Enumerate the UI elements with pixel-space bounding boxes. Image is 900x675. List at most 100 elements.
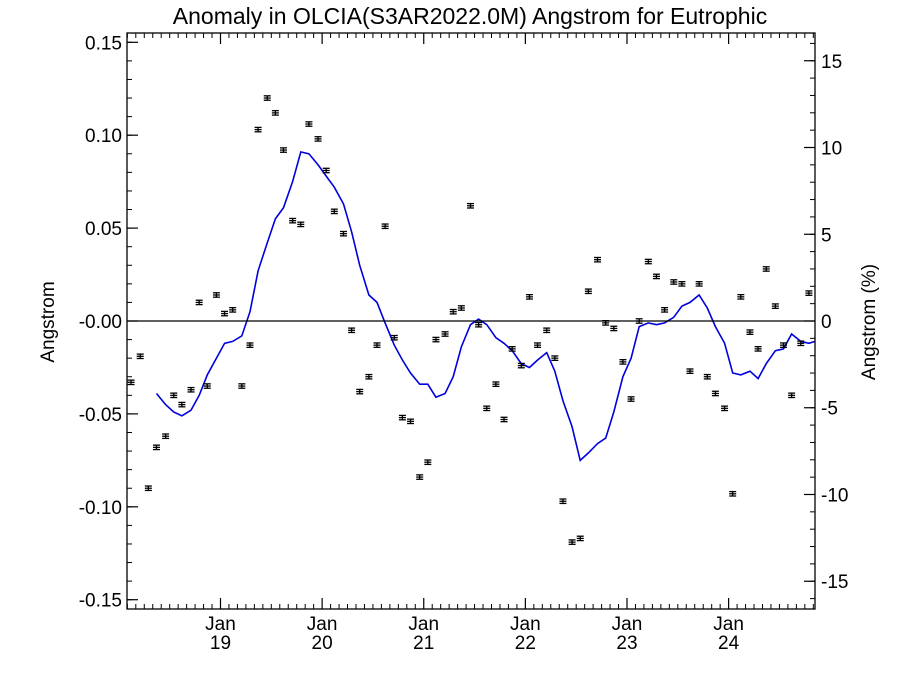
data-point xyxy=(254,126,262,133)
data-point xyxy=(534,342,542,349)
x-tick-year: 22 xyxy=(515,633,536,654)
data-point xyxy=(475,321,483,328)
data-point xyxy=(576,535,584,542)
data-point xyxy=(695,280,703,287)
data-point xyxy=(330,208,338,215)
data-point xyxy=(441,331,449,337)
data-point xyxy=(797,340,805,347)
y-axis-label-right: Angstrom (%) xyxy=(859,264,880,380)
data-point xyxy=(500,416,508,423)
data-point xyxy=(390,334,398,341)
data-point xyxy=(203,383,211,389)
data-point xyxy=(559,498,567,505)
data-point xyxy=(271,110,279,116)
x-tick-month: Jan xyxy=(510,614,541,635)
y-tick-label: -0.05 xyxy=(79,405,122,426)
data-point xyxy=(525,293,533,300)
data-point xyxy=(187,386,195,393)
data-point xyxy=(508,346,516,352)
data-point xyxy=(788,392,796,399)
data-point xyxy=(543,327,551,334)
data-point xyxy=(678,280,686,287)
data-point xyxy=(457,305,465,311)
data-point xyxy=(297,221,305,228)
data-point xyxy=(737,293,745,300)
data-point xyxy=(229,307,237,313)
data-point xyxy=(127,379,135,386)
y-tick-label: -0.00 xyxy=(79,312,122,333)
y-right-tick-label: 0 xyxy=(821,312,832,333)
data-point xyxy=(289,217,297,224)
x-tick-month: Jan xyxy=(612,614,643,635)
data-point xyxy=(652,273,660,280)
smoothed-line xyxy=(155,150,816,462)
data-point xyxy=(703,373,711,380)
data-point xyxy=(424,459,432,466)
data-point xyxy=(195,299,203,306)
x-tick-year: 21 xyxy=(413,633,434,654)
y-right-tick-label: -5 xyxy=(821,399,838,420)
y-right-tick-label: 5 xyxy=(821,225,832,246)
data-point xyxy=(221,310,229,317)
y-tick-label: -0.10 xyxy=(79,498,122,519)
data-point xyxy=(746,329,754,335)
data-point xyxy=(348,327,356,334)
data-point xyxy=(754,346,762,352)
data-point xyxy=(407,418,415,425)
data-point xyxy=(432,336,440,343)
data-point xyxy=(416,474,424,480)
data-point xyxy=(670,279,678,285)
data-point xyxy=(314,136,322,142)
y-right-tick-label: 10 xyxy=(821,139,842,160)
data-point xyxy=(771,303,779,309)
data-point xyxy=(178,401,186,408)
data-point xyxy=(721,405,729,412)
data-point xyxy=(729,490,737,497)
data-point xyxy=(398,414,406,421)
data-point xyxy=(779,342,787,349)
data-point xyxy=(492,381,500,388)
y-right-tick-label: -15 xyxy=(821,572,848,593)
x-tick-year: 19 xyxy=(210,633,231,654)
y-tick-label: 0.15 xyxy=(85,33,122,54)
y-axis-label-left: Angstrom xyxy=(38,281,59,362)
data-point xyxy=(162,433,170,440)
data-point xyxy=(644,258,652,265)
data-point xyxy=(339,230,347,237)
data-point xyxy=(466,202,474,209)
data-point xyxy=(170,392,178,399)
y-tick-label: 0.05 xyxy=(85,219,122,240)
data-point xyxy=(661,307,669,313)
data-point xyxy=(263,95,271,101)
data-point xyxy=(584,288,592,295)
x-tick-year: 24 xyxy=(718,633,740,654)
data-point xyxy=(517,362,525,369)
data-point xyxy=(619,359,627,365)
data-point xyxy=(212,292,220,298)
y-right-tick-label: 15 xyxy=(821,52,842,73)
y-right-tick-label: -10 xyxy=(821,485,848,506)
chart-title: Anomaly in OLCIA(S3AR2022.0M) Angstrom f… xyxy=(173,3,767,29)
data-point xyxy=(356,388,364,395)
data-point xyxy=(152,444,160,451)
data-point xyxy=(246,342,254,349)
data-point xyxy=(762,266,770,272)
data-point xyxy=(686,368,694,375)
data-point xyxy=(136,353,144,360)
x-tick-month: Jan xyxy=(307,614,338,635)
data-point xyxy=(144,485,152,492)
data-point xyxy=(483,405,491,412)
monthly-points-series xyxy=(127,95,813,545)
y-tick-label: -0.15 xyxy=(79,591,122,612)
data-point xyxy=(627,396,635,402)
data-point xyxy=(381,223,389,230)
x-tick-month: Jan xyxy=(713,614,744,635)
data-point xyxy=(610,325,618,332)
data-point xyxy=(238,383,246,389)
data-point xyxy=(568,539,576,545)
x-tick-year: 23 xyxy=(616,633,637,654)
x-tick-year: 20 xyxy=(312,633,333,654)
y-tick-label: 0.10 xyxy=(85,126,122,147)
x-tick-month: Jan xyxy=(205,614,236,635)
